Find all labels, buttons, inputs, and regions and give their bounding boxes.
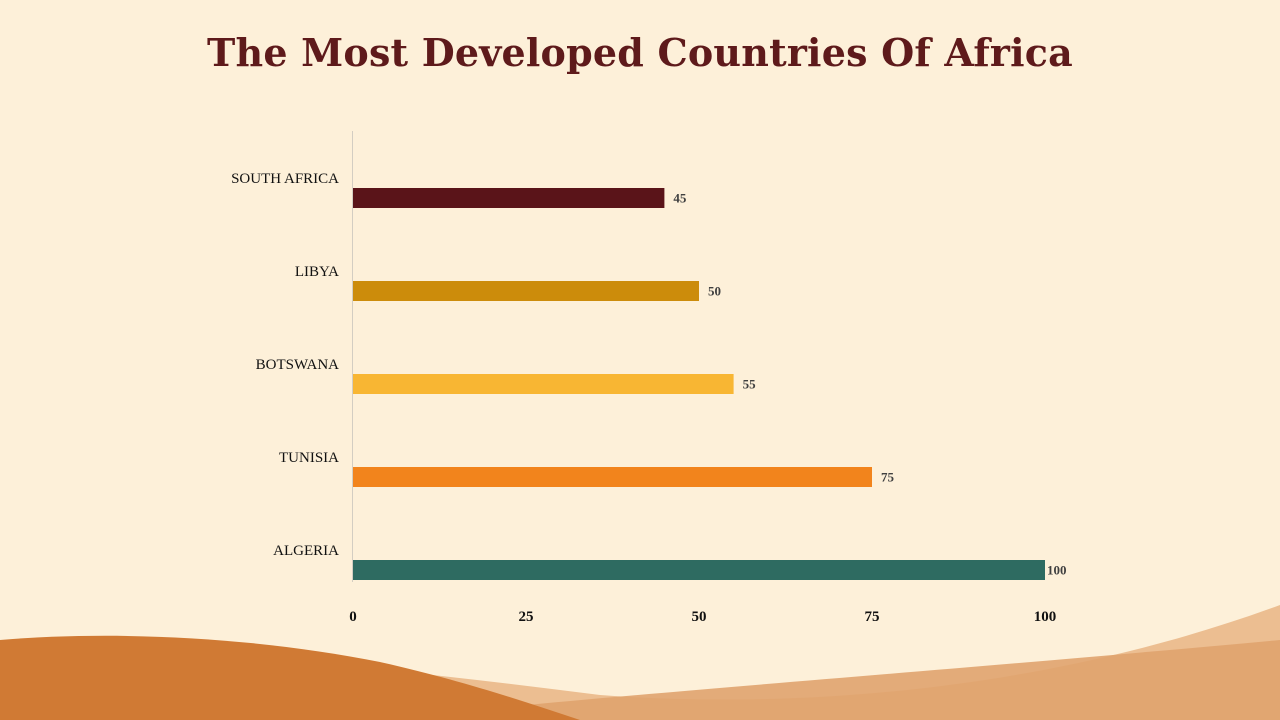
category-labels-group: SOUTH AFRICA LIBYA BOTSWANA TUNISIA ALGERIA (231, 171, 339, 559)
x-tick-label-75: 75 (865, 609, 880, 625)
x-tick-label-100: 100 (1034, 609, 1057, 625)
value-label-libya: 50 (708, 284, 721, 299)
bar-algeria (353, 560, 1045, 580)
category-label-tunisia: TUNISIA (279, 450, 339, 466)
wave-middle-layer (380, 640, 1280, 720)
bar-south-africa (353, 188, 665, 208)
bars-group (353, 188, 1045, 580)
x-tick-label-25: 25 (519, 609, 534, 625)
value-label-south-africa: 45 (673, 191, 687, 206)
bar-botswana (353, 374, 734, 394)
x-tick-label-50: 50 (692, 609, 707, 625)
category-label-libya: LIBYA (295, 264, 339, 280)
x-tick-labels-group: 0 25 50 75 100 (349, 609, 1056, 625)
bar-tunisia (353, 467, 872, 487)
wave-front-layer (0, 635, 580, 720)
category-label-south-africa: SOUTH AFRICA (231, 171, 339, 187)
chart-title: The Most Developed Countries Of Africa (207, 30, 1073, 75)
value-label-botswana: 55 (743, 377, 757, 392)
value-labels-group: 45 50 55 75 100 (673, 191, 1066, 578)
value-label-algeria: 100 (1047, 563, 1067, 578)
category-label-botswana: BOTSWANA (256, 357, 340, 373)
bar-libya (353, 281, 699, 301)
decorative-wave (0, 605, 1280, 720)
value-label-tunisia: 75 (881, 470, 895, 485)
category-label-algeria: ALGERIA (273, 543, 339, 559)
x-tick-label-0: 0 (349, 609, 357, 625)
